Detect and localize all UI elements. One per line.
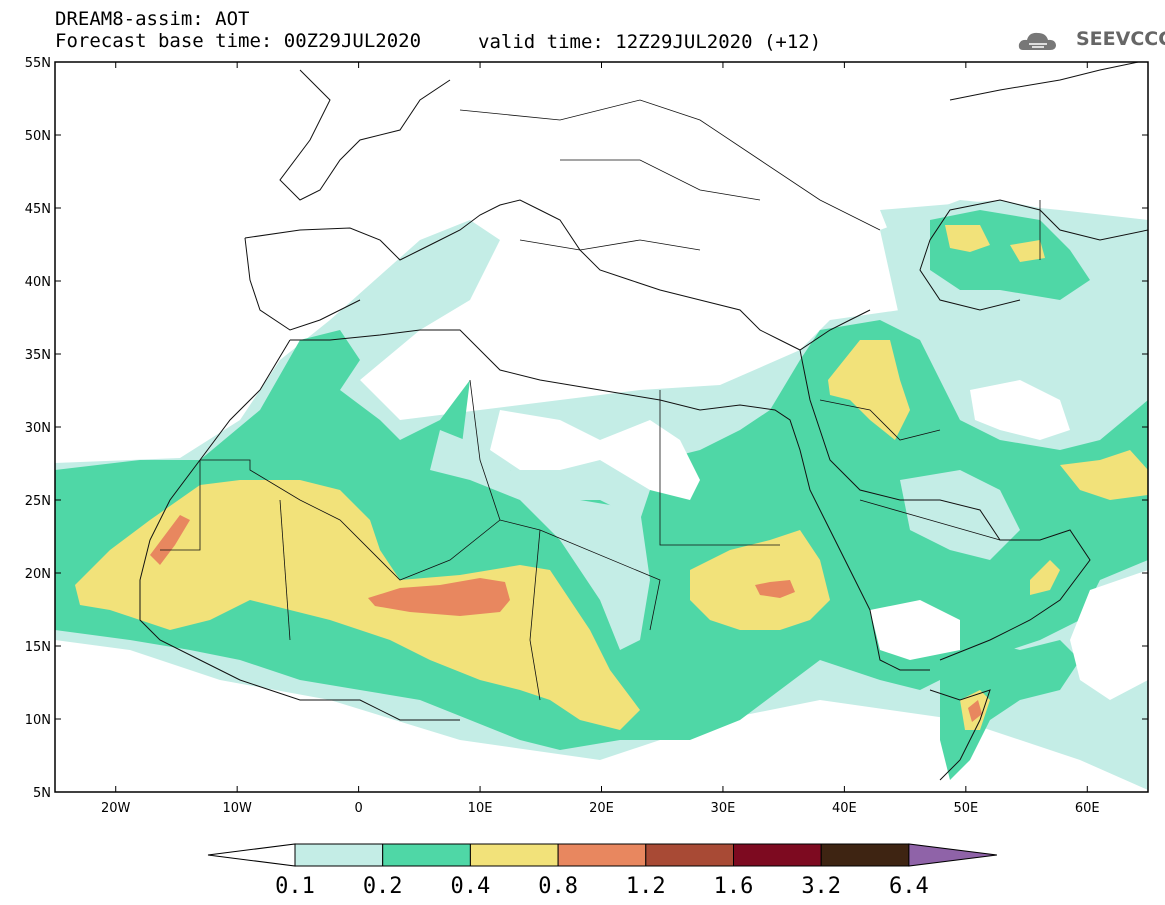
lat-tick-label: 25N bbox=[25, 494, 51, 509]
colorbar-level-label: 6.4 bbox=[889, 874, 929, 899]
colorbar-level-label: 0.2 bbox=[363, 874, 403, 899]
colorbar-box bbox=[557, 843, 647, 867]
lon-tick-label: 40E bbox=[832, 801, 857, 816]
latitude-axis: 55N 50N 45N 40N 35N 30N 25N 20N 15N 10N 5N bbox=[25, 56, 1148, 801]
aot-fields bbox=[55, 200, 1148, 790]
aot-field-below-0.1 bbox=[490, 380, 1148, 700]
lon-tick-label: 20E bbox=[589, 801, 614, 816]
lat-tick-label: 35N bbox=[25, 348, 51, 363]
lon-tick-label: 0 bbox=[354, 801, 362, 816]
lat-tick-label: 15N bbox=[25, 640, 51, 655]
colorbar-level-label: 0.4 bbox=[451, 874, 491, 899]
colorbar-box bbox=[294, 843, 384, 867]
lat-tick-label: 20N bbox=[25, 567, 51, 582]
forecast-base-time: Forecast base time: 00Z29JUL2020 bbox=[55, 30, 422, 52]
lon-tick-label: 60E bbox=[1075, 801, 1100, 816]
colorbar-box bbox=[382, 843, 471, 867]
aot-field-0.4-0.8 bbox=[75, 225, 1148, 730]
lon-tick-label: 30E bbox=[711, 801, 736, 816]
lon-tick-label: 20W bbox=[101, 801, 131, 816]
valid-time: valid time: 12Z29JUL2020 (+12) bbox=[478, 31, 822, 53]
colorbar-level-label: 0.1 bbox=[275, 874, 315, 899]
lat-tick-label: 30N bbox=[25, 421, 51, 436]
lon-tick-label: 10E bbox=[468, 801, 493, 816]
lat-tick-label: 45N bbox=[25, 202, 51, 217]
colorbar-box bbox=[469, 843, 559, 867]
lat-tick-label: 40N bbox=[25, 275, 51, 290]
coastlines bbox=[139, 62, 1148, 781]
colorbar-level-label: 1.6 bbox=[714, 874, 754, 899]
colorbar-level-label: 0.8 bbox=[538, 874, 578, 899]
longitude-axis: 20W 10W 0 10E 20E 30E 40E 50E 60E bbox=[101, 62, 1100, 816]
map-title: DREAM8-assim: AOT bbox=[55, 8, 250, 30]
colorbar-box bbox=[645, 843, 734, 867]
lat-tick-label: 55N bbox=[25, 56, 51, 71]
colorbar-box bbox=[820, 843, 910, 867]
colorbar-under-arrow bbox=[207, 843, 296, 867]
lat-tick-label: 5N bbox=[33, 786, 51, 801]
aot-field-0.8-1.2 bbox=[150, 515, 982, 722]
cloud-icon bbox=[1018, 32, 1056, 50]
colorbar-level-label: 3.2 bbox=[801, 874, 841, 899]
lat-tick-label: 10N bbox=[25, 713, 51, 728]
lon-tick-label: 50E bbox=[953, 801, 978, 816]
seevccc-logo: SEEVCCC bbox=[1076, 28, 1165, 50]
country-borders bbox=[160, 99, 1041, 701]
lat-tick-label: 50N bbox=[25, 129, 51, 144]
lon-tick-label: 10W bbox=[222, 801, 252, 816]
colorbar-over-arrow bbox=[908, 843, 997, 867]
colorbar-level-label: 1.2 bbox=[626, 874, 666, 899]
colorbar-box bbox=[733, 843, 822, 867]
